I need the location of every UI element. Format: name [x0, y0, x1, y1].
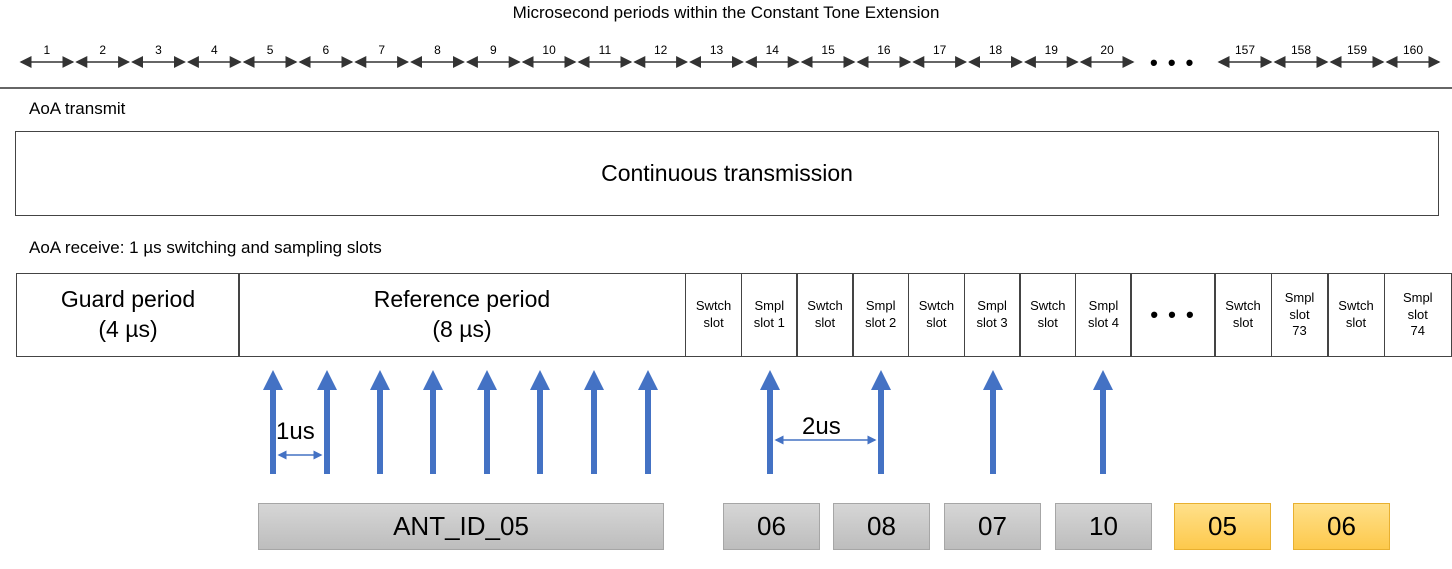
sampling-arrowhead [1093, 370, 1113, 390]
cte-slot-text: Swtch [1338, 298, 1374, 314]
antenna-id-box: ANT_ID_05 [258, 503, 664, 550]
cte-slot-text: Smpl [865, 298, 896, 314]
timeline-period-label: 12 [654, 43, 668, 57]
timeline-period-label: 18 [988, 43, 1003, 57]
cte-slot-text: Smpl [1088, 298, 1119, 314]
timeline-period-label: 6 [322, 43, 330, 57]
cte-slot-cell: Smpl slot 3 [963, 273, 1021, 357]
timeline-period-label: 16 [877, 43, 891, 57]
sampling-arrowhead [423, 370, 443, 390]
antenna-id-box: 10 [1055, 503, 1152, 550]
sampling-arrowhead [477, 370, 497, 390]
diagram-title: Microsecond periods within the Constant … [512, 3, 940, 22]
transmit-label: AoA transmit [29, 99, 126, 118]
sampling-arrowhead [638, 370, 658, 390]
cte-slot-text: slot [1345, 315, 1367, 330]
timeline-period-label: 158 [1290, 43, 1312, 57]
cte-slot-cell: Swtch slot [796, 273, 854, 357]
antenna-id-box: 06 [723, 503, 820, 550]
sampling-arrowhead [530, 370, 550, 390]
cte-slot-text: Swtch [1225, 298, 1261, 314]
guard-period-duration: (4 µs) [98, 316, 158, 342]
sampling-arrowhead [370, 370, 390, 390]
sampling-arrowhead [584, 370, 604, 390]
timeline-period-label: 14 [765, 43, 779, 57]
antenna-id-box: 06 [1293, 503, 1390, 550]
cte-slot-cell: Smpl slot 2 [852, 273, 910, 357]
timeline-period-label: 8 [434, 43, 441, 57]
timeline-ellipsis: • • • [1150, 50, 1196, 75]
timeline-period-label: 4 [210, 43, 218, 57]
cte-slot-cell: Smpl slot 1 [740, 273, 798, 357]
cte-slot-text: Swtch [1030, 298, 1066, 314]
timeline-period-label: 159 [1346, 43, 1368, 57]
antenna-id-box: 05 [1174, 503, 1271, 550]
cte-slot-text: slot [1037, 315, 1058, 330]
cte-slot-text: Swtch [807, 298, 843, 314]
cte-slot-text: Smpl [1284, 289, 1315, 305]
timeline-period-label: 7 [378, 43, 386, 57]
sampling-arrowhead [317, 370, 337, 390]
cte-slot-text: slot [1407, 306, 1428, 322]
cte-slot-cell: Smpl slot 74 [1383, 273, 1452, 357]
reference-period-title: Reference period [373, 286, 551, 313]
cte-slot-text: slot 4 [1087, 315, 1120, 330]
cte-slot-cell: Swtch slot [1214, 273, 1272, 357]
reference-period-cell: Reference period (8 µs) [238, 273, 686, 357]
timeline-period-label: 5 [266, 43, 274, 57]
cte-slot-text: slot [1232, 315, 1254, 330]
timeline-period-label: 2 [99, 43, 107, 57]
cte-slot-text: Smpl [754, 298, 785, 314]
antenna-id-box: 07 [944, 503, 1041, 550]
cte-slot-text: 74 [1410, 323, 1425, 339]
timeline-period-label: 160 [1402, 43, 1424, 57]
sampling-arrowhead [871, 370, 891, 390]
cte-slot-cell: Smpl slot 73 [1270, 273, 1329, 357]
slot-ellipsis-cell: • • • [1130, 273, 1216, 357]
receive-label: AoA receive: 1 µs switching and sampling… [29, 238, 382, 257]
cte-slot-text: 73 [1292, 323, 1307, 339]
cte-slot-cell: Swtch slot [1019, 273, 1077, 357]
cte-slot-text: Swtch [695, 298, 732, 314]
timeline-period-label: 10 [542, 43, 556, 57]
timeline-period-label: 19 [1044, 43, 1058, 57]
timeline-period-label: 13 [709, 43, 724, 57]
sampling-arrowhead [760, 370, 780, 390]
cte-slot-cell: Swtch slot [1327, 273, 1385, 357]
timeline-period-label: 157 [1234, 43, 1256, 57]
one-us-label: 1us [276, 418, 315, 445]
guard-period-cell: Guard period (4 µs) [16, 273, 240, 357]
timeline-period-label: 3 [155, 43, 162, 57]
sampling-arrowhead [983, 370, 1003, 390]
sampling-arrowhead [263, 370, 283, 390]
cte-slot-cell: Swtch slot [685, 273, 743, 357]
cte-slot-text: slot [926, 315, 947, 330]
cte-slot-text: Swtch [918, 298, 955, 314]
continuous-transmission-box: Continuous transmission [15, 131, 1439, 216]
timeline-period-label: 20 [1100, 43, 1114, 57]
cte-slot-cell: Swtch slot [907, 273, 965, 357]
timeline-period-label: 11 [598, 43, 612, 57]
cte-slot-text: slot 3 [976, 315, 1008, 330]
cte-slot-text: Smpl [977, 298, 1007, 314]
continuous-transmission-text: Continuous transmission [601, 159, 853, 186]
timeline-period-label: 1 [43, 43, 51, 57]
slot-ellipsis: • • • [1150, 301, 1196, 327]
antenna-id-box: 08 [833, 503, 930, 550]
timeline-period-label: 15 [821, 43, 835, 57]
guard-period-title: Guard period [60, 286, 196, 313]
timeline-period-label: 9 [489, 43, 497, 57]
cte-slot-cell: Smpl slot 4 [1074, 273, 1133, 357]
cte-slot-text: Smpl [1402, 289, 1433, 305]
cte-slot-text: slot [703, 315, 724, 330]
cte-slot-text: slot 1 [753, 315, 785, 330]
reference-period-duration: (8 µs) [432, 316, 492, 342]
cte-slot-text: slot [814, 315, 836, 330]
timeline-period-label: 17 [933, 43, 947, 57]
cte-slot-text: slot 2 [865, 315, 897, 330]
cte-slot-text: slot [1289, 306, 1310, 322]
two-us-label: 2us [802, 413, 841, 440]
